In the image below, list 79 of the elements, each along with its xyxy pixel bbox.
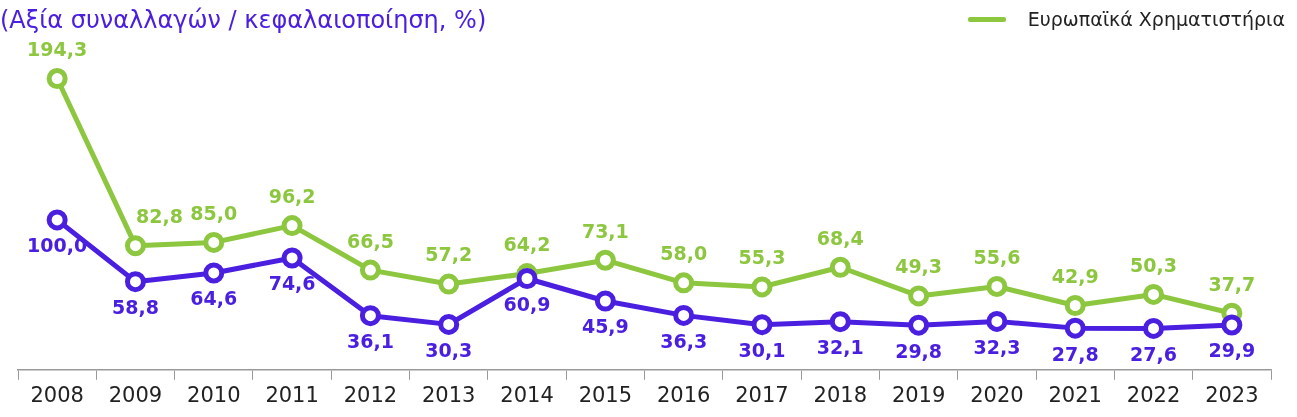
point xyxy=(1221,314,1243,336)
legend-label: Ευρωπαϊκά Χρηματιστήρια xyxy=(1027,8,1285,30)
point xyxy=(359,259,381,281)
point xyxy=(829,311,851,333)
point xyxy=(281,215,303,237)
x-tick-label: 2022 xyxy=(1126,382,1181,407)
point xyxy=(516,268,538,290)
point xyxy=(124,271,146,293)
data-label: 64,2 xyxy=(503,233,551,255)
point xyxy=(203,262,225,284)
data-label: 42,9 xyxy=(1051,264,1099,287)
data-label: 74,6 xyxy=(268,272,316,295)
data-label: 57,2 xyxy=(425,243,473,266)
x-tick-label: 2018 xyxy=(813,382,868,407)
data-label: 96,2 xyxy=(268,185,316,208)
point xyxy=(908,314,930,336)
data-label: 50,3 xyxy=(1130,253,1177,276)
x-tick-label: 2008 xyxy=(30,382,84,407)
x-tick-label: 2015 xyxy=(578,382,633,407)
x-tick-label: 2016 xyxy=(656,382,711,407)
data-label: 60,9 xyxy=(503,292,551,315)
point xyxy=(986,275,1008,297)
data-label: 27,6 xyxy=(1130,342,1177,365)
data-label: 27,8 xyxy=(1051,342,1099,365)
data-label: 58,8 xyxy=(112,296,159,319)
point xyxy=(1064,317,1086,339)
point xyxy=(46,68,68,90)
data-label: 82,8 xyxy=(136,205,183,228)
point xyxy=(751,276,773,298)
data-label: 45,9 xyxy=(581,315,629,338)
point xyxy=(673,304,695,326)
data-label: 30,1 xyxy=(738,339,786,362)
point xyxy=(281,247,303,269)
point xyxy=(908,285,930,307)
point xyxy=(203,231,225,253)
x-tick-label: 2013 xyxy=(421,382,476,407)
point xyxy=(1064,294,1086,316)
data-label: 68,4 xyxy=(816,226,864,249)
x-tick-label: 2017 xyxy=(735,382,789,407)
data-label: 30,3 xyxy=(425,338,473,361)
data-label: 194,3 xyxy=(27,37,88,60)
data-label: 29,9 xyxy=(1208,339,1256,362)
data-label: 37,7 xyxy=(1208,272,1256,295)
x-tick-label: 2023 xyxy=(1205,382,1259,407)
x-tick-label: 2009 xyxy=(108,382,163,407)
x-tick-label: 2019 xyxy=(891,382,946,407)
x-tick-label: 2012 xyxy=(343,382,398,407)
data-label: 64,6 xyxy=(190,287,238,310)
point xyxy=(1143,317,1165,339)
chart-subtitle: (Αξία συναλλαγών / κεφαλαιοποίηση, %) xyxy=(0,6,487,34)
data-label: 29,8 xyxy=(895,339,943,362)
data-label: 55,3 xyxy=(738,246,786,269)
data-label: 73,1 xyxy=(581,219,629,242)
point xyxy=(751,314,773,336)
point xyxy=(46,209,68,231)
x-tick-label: 2011 xyxy=(265,382,319,407)
point xyxy=(1143,283,1165,305)
point xyxy=(359,305,381,327)
point xyxy=(594,290,616,312)
point xyxy=(438,273,460,295)
data-label: 49,3 xyxy=(895,255,943,278)
point xyxy=(829,256,851,278)
x-tick-label: 2020 xyxy=(970,382,1024,407)
data-label: 32,3 xyxy=(973,335,1021,358)
data-label: 32,1 xyxy=(816,336,864,359)
x-tick-label: 2014 xyxy=(500,382,554,407)
point xyxy=(438,313,460,335)
point xyxy=(124,235,146,257)
data-label: 36,1 xyxy=(346,330,394,353)
data-label: 85,0 xyxy=(190,201,238,224)
x-tick-label: 2010 xyxy=(187,382,241,407)
point xyxy=(673,272,695,294)
point xyxy=(594,249,616,271)
data-label: 36,3 xyxy=(660,329,708,352)
data-label: 55,6 xyxy=(973,245,1021,268)
x-tick-label: 2021 xyxy=(1048,382,1102,407)
data-label: 58,0 xyxy=(660,242,708,265)
data-label: 66,5 xyxy=(346,229,394,252)
point xyxy=(986,310,1008,332)
